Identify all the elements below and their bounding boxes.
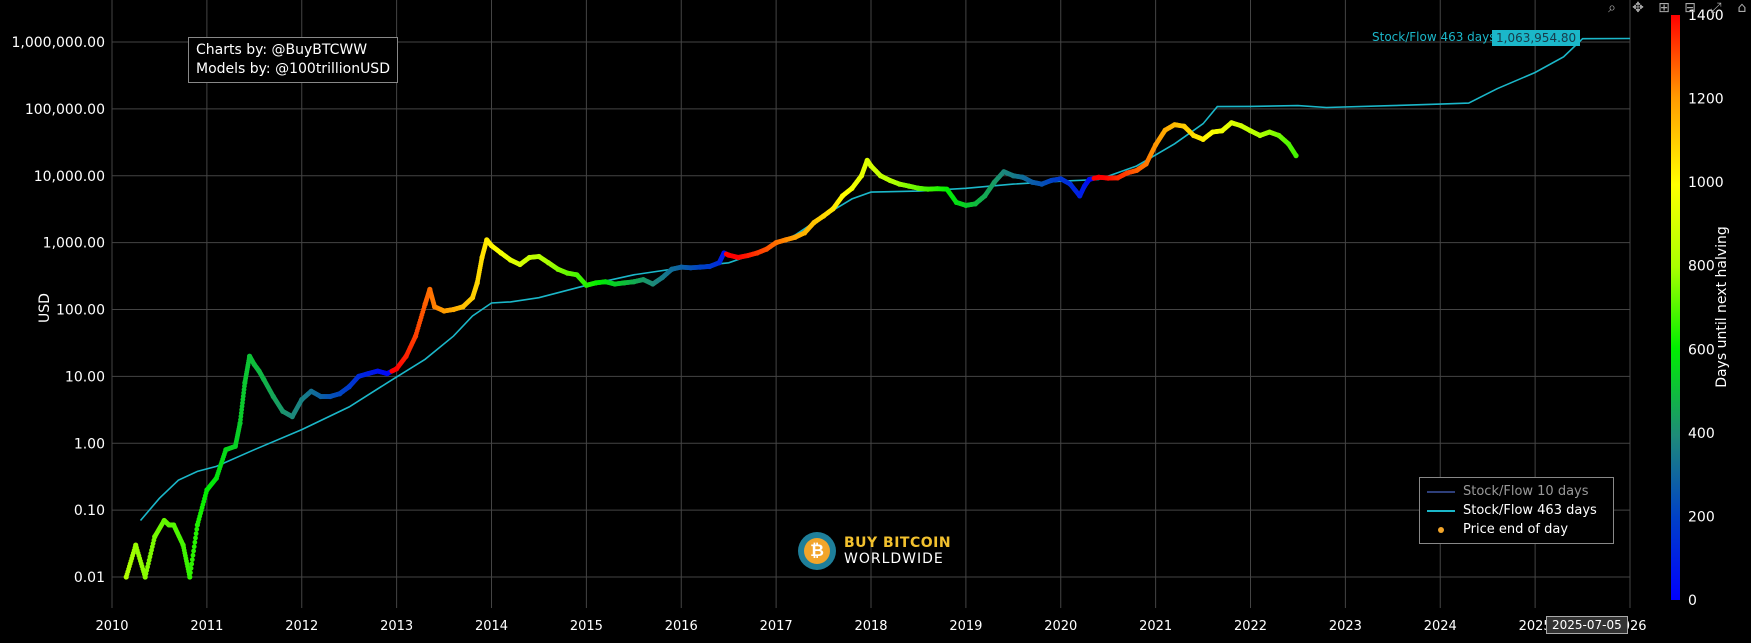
legend-item-sf463[interactable]: Stock/Flow 463 days [1426,501,1607,520]
colorbar-tick-label: 400 [1688,426,1715,442]
y-tick-label: 100,000.00 [25,102,105,118]
x-tick-label: 2025 [1519,619,1552,634]
logo-line2: WORLDWIDE [844,551,944,567]
grid [111,0,1631,608]
x-tick-labels: 2010 2011 2012 2013 2014 2015 2016 2017 2018 2019… [95,619,1646,634]
price-point [1293,153,1299,159]
series-stock-flow-463 [139,37,1631,522]
legend: Stock/Flow 10 days Stock/Flow 463 days P… [1419,477,1614,544]
hover-series-label: Stock/Flow 463 days [1372,30,1496,44]
logo: ₿ BUY BITCOIN WORLDWIDE [798,532,951,570]
x-tick-label: 2023 [1329,619,1362,634]
x-tick-label: 2022 [1234,619,1267,634]
pan-icon[interactable]: ✥ [1632,0,1644,16]
price-point [190,552,196,558]
y-tick-label: 100.00 [56,303,105,319]
colorbar-tick-label: 200 [1688,509,1715,525]
y-tick-label: 1,000.00 [43,236,105,252]
x-tick-label: 2017 [760,619,793,634]
y-axis-label: USD [37,293,53,323]
sf463-line [139,37,1631,522]
x-tick-label: 2013 [380,619,413,634]
legend-item-sf10[interactable]: Stock/Flow 10 days [1426,482,1607,501]
legend-label-price: Price end of day [1463,522,1569,537]
home-icon[interactable]: ⌂ [1737,0,1747,16]
zoom-icon[interactable]: ⌕ [1608,0,1616,16]
legend-item-price[interactable]: Price end of day [1426,520,1607,539]
colorbar-tick-label: 0 [1688,593,1697,609]
x-tick-label: 2019 [949,619,982,634]
legend-label-sf463: Stock/Flow 463 days [1463,503,1597,518]
y-tick-label: 10.00 [65,369,105,385]
x-tick-label: 2012 [285,619,318,634]
price-point [188,570,193,576]
credit-models: Models by: @100trillionUSD [196,61,390,77]
zoom-in-icon[interactable]: ⊞ [1658,0,1670,16]
colorbar-tick-label: 1000 [1688,175,1724,191]
x-tick-label: 2016 [665,619,698,634]
series-price-points [123,120,1299,580]
price-point [194,526,200,532]
price-point [193,531,199,537]
price-point [188,565,194,571]
credit-charts: Charts by: @BuyBTCWW [196,42,368,58]
legend-swatch-sf10 [1427,490,1455,493]
x-tick-label: 2014 [475,619,508,634]
colorbar-ticks: 0 200 400 600 800 1000 1200 1400 [1688,8,1724,609]
hover-date-box: 2025-07-05 [1546,616,1628,634]
zoom-out-icon[interactable]: ⊟ [1684,0,1696,16]
x-tick-label: 2018 [854,619,887,634]
price-point [192,539,198,545]
x-tick-label: 2010 [95,619,128,634]
y-tick-labels: 0.01 0.10 1.00 10.00 100.00 1,000.00 10,000.00… [11,35,105,586]
legend-label-sf10: Stock/Flow 10 days [1463,484,1589,499]
hover-value-box: 1,063,954.80 [1492,30,1581,46]
price-point [193,535,198,541]
colorbar [1671,15,1680,600]
x-tick-label: 2011 [190,619,223,634]
x-tick-label: 2021 [1139,619,1172,634]
bitcoin-glyph: ₿ [804,538,830,564]
y-tick-label: 0.01 [74,570,105,586]
x-tick-label: 2015 [570,619,603,634]
legend-swatch-sf463 [1427,509,1455,512]
colorbar-tick-label: 1200 [1688,92,1724,108]
autoscale-icon[interactable]: ⤢ [1710,0,1722,16]
bitcoin-logo-icon: ₿ [798,532,836,570]
x-tick-label: 2020 [1044,619,1077,634]
price-point [191,548,196,554]
y-tick-label: 1,000,000.00 [11,35,105,51]
legend-swatch-price [1438,526,1444,533]
price-point [191,544,197,550]
colorbar-tick-label: 800 [1688,259,1715,275]
x-tick-label: 2024 [1424,619,1457,634]
y-tick-label: 1.00 [74,436,105,452]
modebar: ⌕ ✥ ⊞ ⊟ ⤢ ⌂ [1603,0,1751,16]
colorbar-tick-label: 1400 [1688,8,1724,24]
y-tick-label: 0.10 [74,503,105,519]
credits-box: Charts by: @BuyBTCWW Models by: @100tril… [188,37,398,83]
colorbar-title: Days until next halving [1714,226,1730,388]
y-tick-label: 10,000.00 [34,169,105,185]
logo-line1: BUY BITCOIN [844,535,952,551]
price-point [189,557,195,563]
price-point [189,561,195,567]
price-point [187,574,193,580]
colorbar-tick-label: 600 [1688,342,1715,358]
